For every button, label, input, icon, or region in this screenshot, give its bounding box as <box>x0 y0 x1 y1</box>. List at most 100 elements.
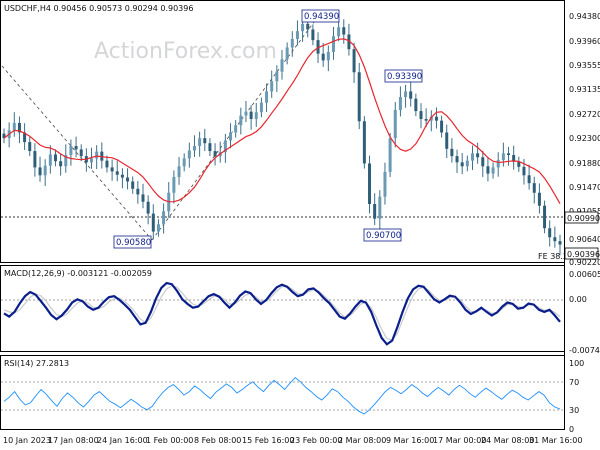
candle-body <box>522 166 526 176</box>
fe-label: FE 38.2 <box>538 252 568 261</box>
macd-signal-line <box>3 285 561 341</box>
candle-body <box>239 115 243 126</box>
price-y-tick: 0.91055 <box>569 207 600 216</box>
candle-body <box>445 132 449 149</box>
candle-body <box>543 205 547 229</box>
candle-body <box>234 125 238 133</box>
candle-body <box>74 146 78 150</box>
price-y-tick: 0.92720 <box>569 110 600 119</box>
annotation-low-mar: 0.90700 <box>363 228 402 242</box>
price-y-tick: 0.92300 <box>569 134 600 143</box>
annotation-box <box>301 9 340 23</box>
candle-body <box>198 138 202 147</box>
watermark: ActionForex.com <box>94 39 277 64</box>
candle-body <box>295 31 299 40</box>
candle-body <box>192 146 196 151</box>
candle-body <box>223 140 227 153</box>
candle-body <box>326 51 330 61</box>
candle-body <box>414 98 418 112</box>
candle-body <box>429 116 433 121</box>
candle-body <box>172 176 176 193</box>
macd-y-tick: 0.00 <box>569 295 587 304</box>
candle-body <box>187 150 191 159</box>
rsi-y-tick: 100 <box>569 359 584 368</box>
candle-body <box>388 138 392 172</box>
candle-body <box>501 153 505 161</box>
candle-body <box>280 59 284 72</box>
candle-body <box>151 213 155 232</box>
candle-body <box>290 39 294 48</box>
candle-body <box>532 183 536 193</box>
candle-body <box>357 72 361 122</box>
annotation-label: 0.94390 <box>304 12 339 22</box>
rsi-line <box>3 376 561 415</box>
annotation-label: 0.90580 <box>116 238 151 248</box>
candle-body <box>177 166 181 177</box>
x-tick: 24 Jan 16:00 <box>97 436 148 445</box>
candle-body <box>95 151 99 159</box>
annotation-label: 0.93390 <box>387 72 422 82</box>
moving-average-line <box>3 38 561 204</box>
candle-body <box>254 112 258 119</box>
candle-body <box>378 196 382 219</box>
candle-body <box>455 156 459 163</box>
candle-body <box>342 27 346 35</box>
x-tick: 15 Feb 16:00 <box>242 436 294 445</box>
candle-body <box>419 111 423 119</box>
price-header-label: USDCHF,H4 0.90456 0.90573 0.90294 0.9039… <box>4 4 193 13</box>
candle-body <box>311 29 315 41</box>
candle-body <box>383 171 387 197</box>
annotation-box <box>384 69 423 83</box>
candle-body <box>115 171 119 175</box>
candle-body <box>162 211 166 225</box>
candle-body <box>110 167 114 172</box>
candle-body <box>69 146 73 156</box>
candle-body <box>59 161 63 167</box>
candle-body <box>434 116 438 121</box>
candle-body <box>275 71 279 82</box>
candle-body <box>244 111 248 116</box>
level-tag-label: 0.90990 <box>567 214 600 223</box>
price-y-tick: 0.90220 <box>569 258 600 267</box>
candle-body <box>90 158 94 163</box>
candle-body <box>409 91 413 99</box>
candle-body <box>136 188 140 195</box>
candle-body <box>146 201 150 214</box>
candle-body <box>470 153 474 161</box>
candle-body <box>440 120 444 133</box>
candle-body <box>465 160 469 167</box>
price-panel-frame <box>0 0 565 263</box>
candle-body <box>460 162 464 167</box>
candle-body <box>53 154 57 162</box>
candle-body <box>265 91 269 103</box>
price-y-tick: 0.94380 <box>569 12 600 21</box>
price-tag-label: 0.90396 <box>567 250 600 259</box>
candle-body <box>64 155 68 167</box>
annotation-low-feb: 0.90580 <box>113 235 152 249</box>
macd-y-tick: -0.007417 <box>569 346 600 355</box>
candle-body <box>156 224 160 232</box>
candle-body <box>270 81 274 92</box>
candle-body <box>259 102 263 113</box>
candle-body <box>182 158 186 167</box>
rsi-y-tick: 30 <box>569 406 579 415</box>
rsi-y-tick: 0 <box>569 425 574 434</box>
x-tick: 8 Feb 08:00 <box>194 436 241 445</box>
x-tick: 17 Mar 00:00 <box>433 436 486 445</box>
annotation-lower-high: 0.93390 <box>384 69 423 83</box>
candle-body <box>496 160 500 168</box>
candle-body <box>208 143 212 152</box>
candle-body <box>347 34 351 50</box>
candle-body <box>229 132 233 141</box>
price-y-tick: 0.93135 <box>569 85 600 94</box>
price-candles <box>2 14 562 256</box>
candle-body <box>507 153 511 156</box>
candle-body <box>17 122 21 133</box>
x-tick: 2 Mar 08:00 <box>338 436 386 445</box>
price-y-tick: 0.90640 <box>569 235 600 244</box>
macd-header-label: MACD(12,26,9) -0.003121 -0.002059 <box>4 269 152 278</box>
candle-body <box>331 36 335 52</box>
candle-body <box>393 109 397 139</box>
candle-body <box>285 47 289 60</box>
candle-body <box>404 91 408 98</box>
